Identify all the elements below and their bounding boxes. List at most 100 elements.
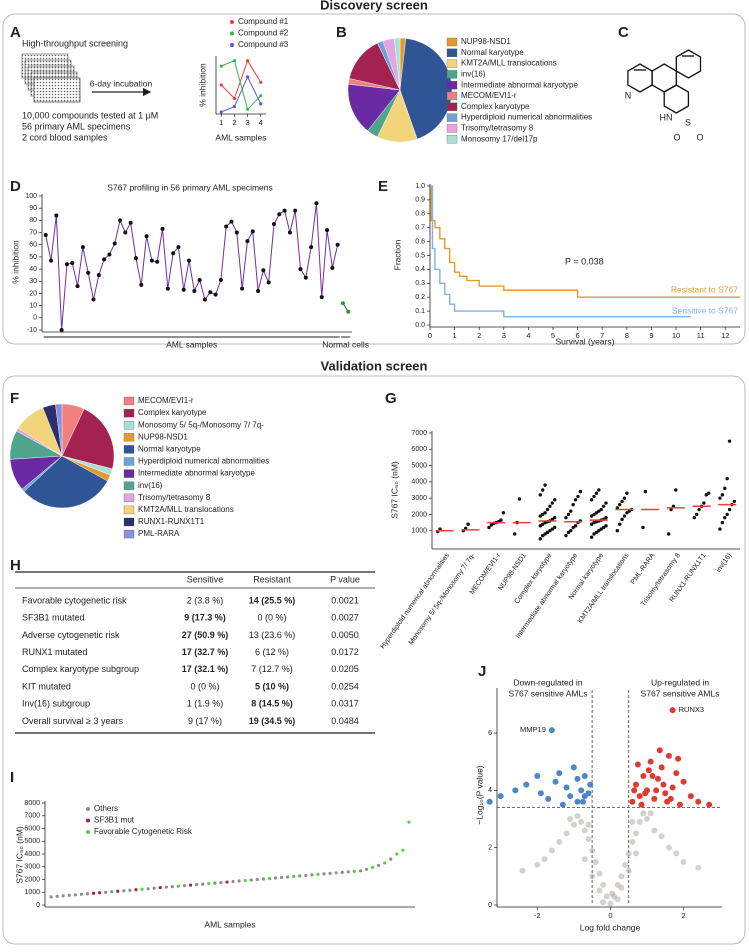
data-point (133, 256, 138, 261)
data-point (627, 509, 631, 513)
region-label: S767 sensitive AMLs (509, 688, 588, 698)
data-point (702, 501, 706, 505)
data-point (594, 530, 599, 535)
plates (21, 53, 81, 103)
data-point (97, 891, 102, 895)
y-tick-label: 90 (29, 205, 37, 212)
data-point (611, 893, 618, 900)
data-point (123, 230, 128, 235)
legend-label: inv(16) (138, 481, 163, 490)
data-point (579, 798, 586, 805)
y-tick-label: 5000 (24, 838, 40, 845)
x-tick-label: 1 (219, 118, 223, 127)
legend-swatch (123, 396, 135, 406)
table-cell: Favorable cytogenetic risk (22, 595, 127, 605)
data-point (574, 798, 581, 805)
legend-swatch (446, 135, 458, 144)
x-tick-label: 6 (576, 331, 580, 340)
data-point (559, 801, 566, 808)
x-tick-label: 12 (721, 331, 729, 340)
data-point (732, 499, 737, 504)
legend-label: Compound #2 (238, 29, 289, 38)
data-point (232, 105, 237, 109)
table-cell: Overall survival ≥ 3 years (22, 716, 123, 726)
data-point (273, 876, 278, 880)
data-point (543, 483, 547, 487)
data-point (314, 201, 319, 206)
data-point (293, 208, 298, 213)
data-point (245, 59, 250, 63)
legend-marker (86, 830, 90, 834)
section-title: Discovery screen (320, 0, 428, 12)
legend-label: Others (94, 804, 118, 813)
legend-marker (230, 20, 234, 24)
chart-title: S767 profiling in 56 primary AML specime… (107, 182, 273, 192)
data-point (581, 773, 588, 779)
y-tick-label: 40 (29, 266, 37, 273)
data-point (570, 764, 577, 771)
x-tick-label: 2 (681, 911, 685, 920)
data-point (600, 881, 607, 888)
data-point (571, 502, 575, 507)
x-tick-label: 4 (526, 331, 530, 340)
y-tick-label: 0.8 (415, 211, 425, 218)
y-tick-label: 6000 (411, 446, 427, 453)
data-point (259, 94, 263, 98)
legend-label: Monosomy 17/del17p (461, 134, 538, 143)
legend-swatch (123, 517, 135, 527)
data-point (695, 864, 702, 871)
data-point (585, 821, 592, 828)
y-tick-label: 8000 (24, 800, 40, 807)
data-point (261, 268, 266, 273)
y-tick-label: 6000 (24, 825, 40, 832)
data-point (665, 844, 672, 851)
data-point (229, 219, 234, 224)
data-point (615, 506, 619, 510)
legend-swatch (123, 433, 135, 442)
group-label: AML samples (166, 339, 217, 349)
data-point (224, 224, 229, 229)
legend-label: Normal karyotype (461, 48, 524, 57)
data-point (581, 793, 588, 800)
data-point (104, 890, 108, 894)
data-point (640, 773, 647, 779)
data-point (687, 793, 694, 800)
region-label: Down-regulated in (514, 677, 583, 687)
data-point (574, 775, 581, 782)
legend-swatch (123, 529, 135, 539)
data-point (618, 502, 622, 507)
data-point (718, 527, 722, 531)
data-point (67, 893, 71, 897)
x-tick-label: PML-RARA (630, 552, 657, 586)
legend-label: Trisomy/tetrasomy 8 (138, 493, 211, 502)
x-tick-label: 2 (477, 331, 481, 340)
y-tick-label: 2 (488, 845, 492, 852)
table-header: Resistant (253, 574, 291, 584)
data-point (122, 889, 126, 893)
x-axis-label: AML samples (204, 919, 255, 929)
legend-label: inv(16) (461, 70, 486, 79)
data-point (607, 900, 614, 907)
data-point (110, 890, 114, 894)
data-point (707, 491, 711, 495)
data-point (352, 869, 356, 873)
data-point (574, 813, 581, 820)
y-tick-label: 80 (29, 217, 37, 224)
series-line (430, 185, 691, 318)
data-point (673, 770, 680, 777)
note: 10,000 compounds tested at 1 μM (22, 110, 158, 120)
data-point (720, 520, 725, 525)
data-point (556, 838, 563, 845)
y-tick-label: 2000 (411, 511, 427, 518)
data-point (567, 816, 574, 822)
table-header: Sensitive (187, 574, 224, 584)
table-cell: KIT mutated (22, 681, 71, 691)
data-point (517, 497, 522, 501)
data-point (377, 863, 381, 868)
data-point (165, 286, 170, 291)
data-point (112, 241, 117, 246)
data-point (128, 220, 133, 225)
data-point (279, 875, 284, 880)
y-tick-label: 0.4 (415, 266, 425, 273)
data-point (585, 836, 592, 843)
